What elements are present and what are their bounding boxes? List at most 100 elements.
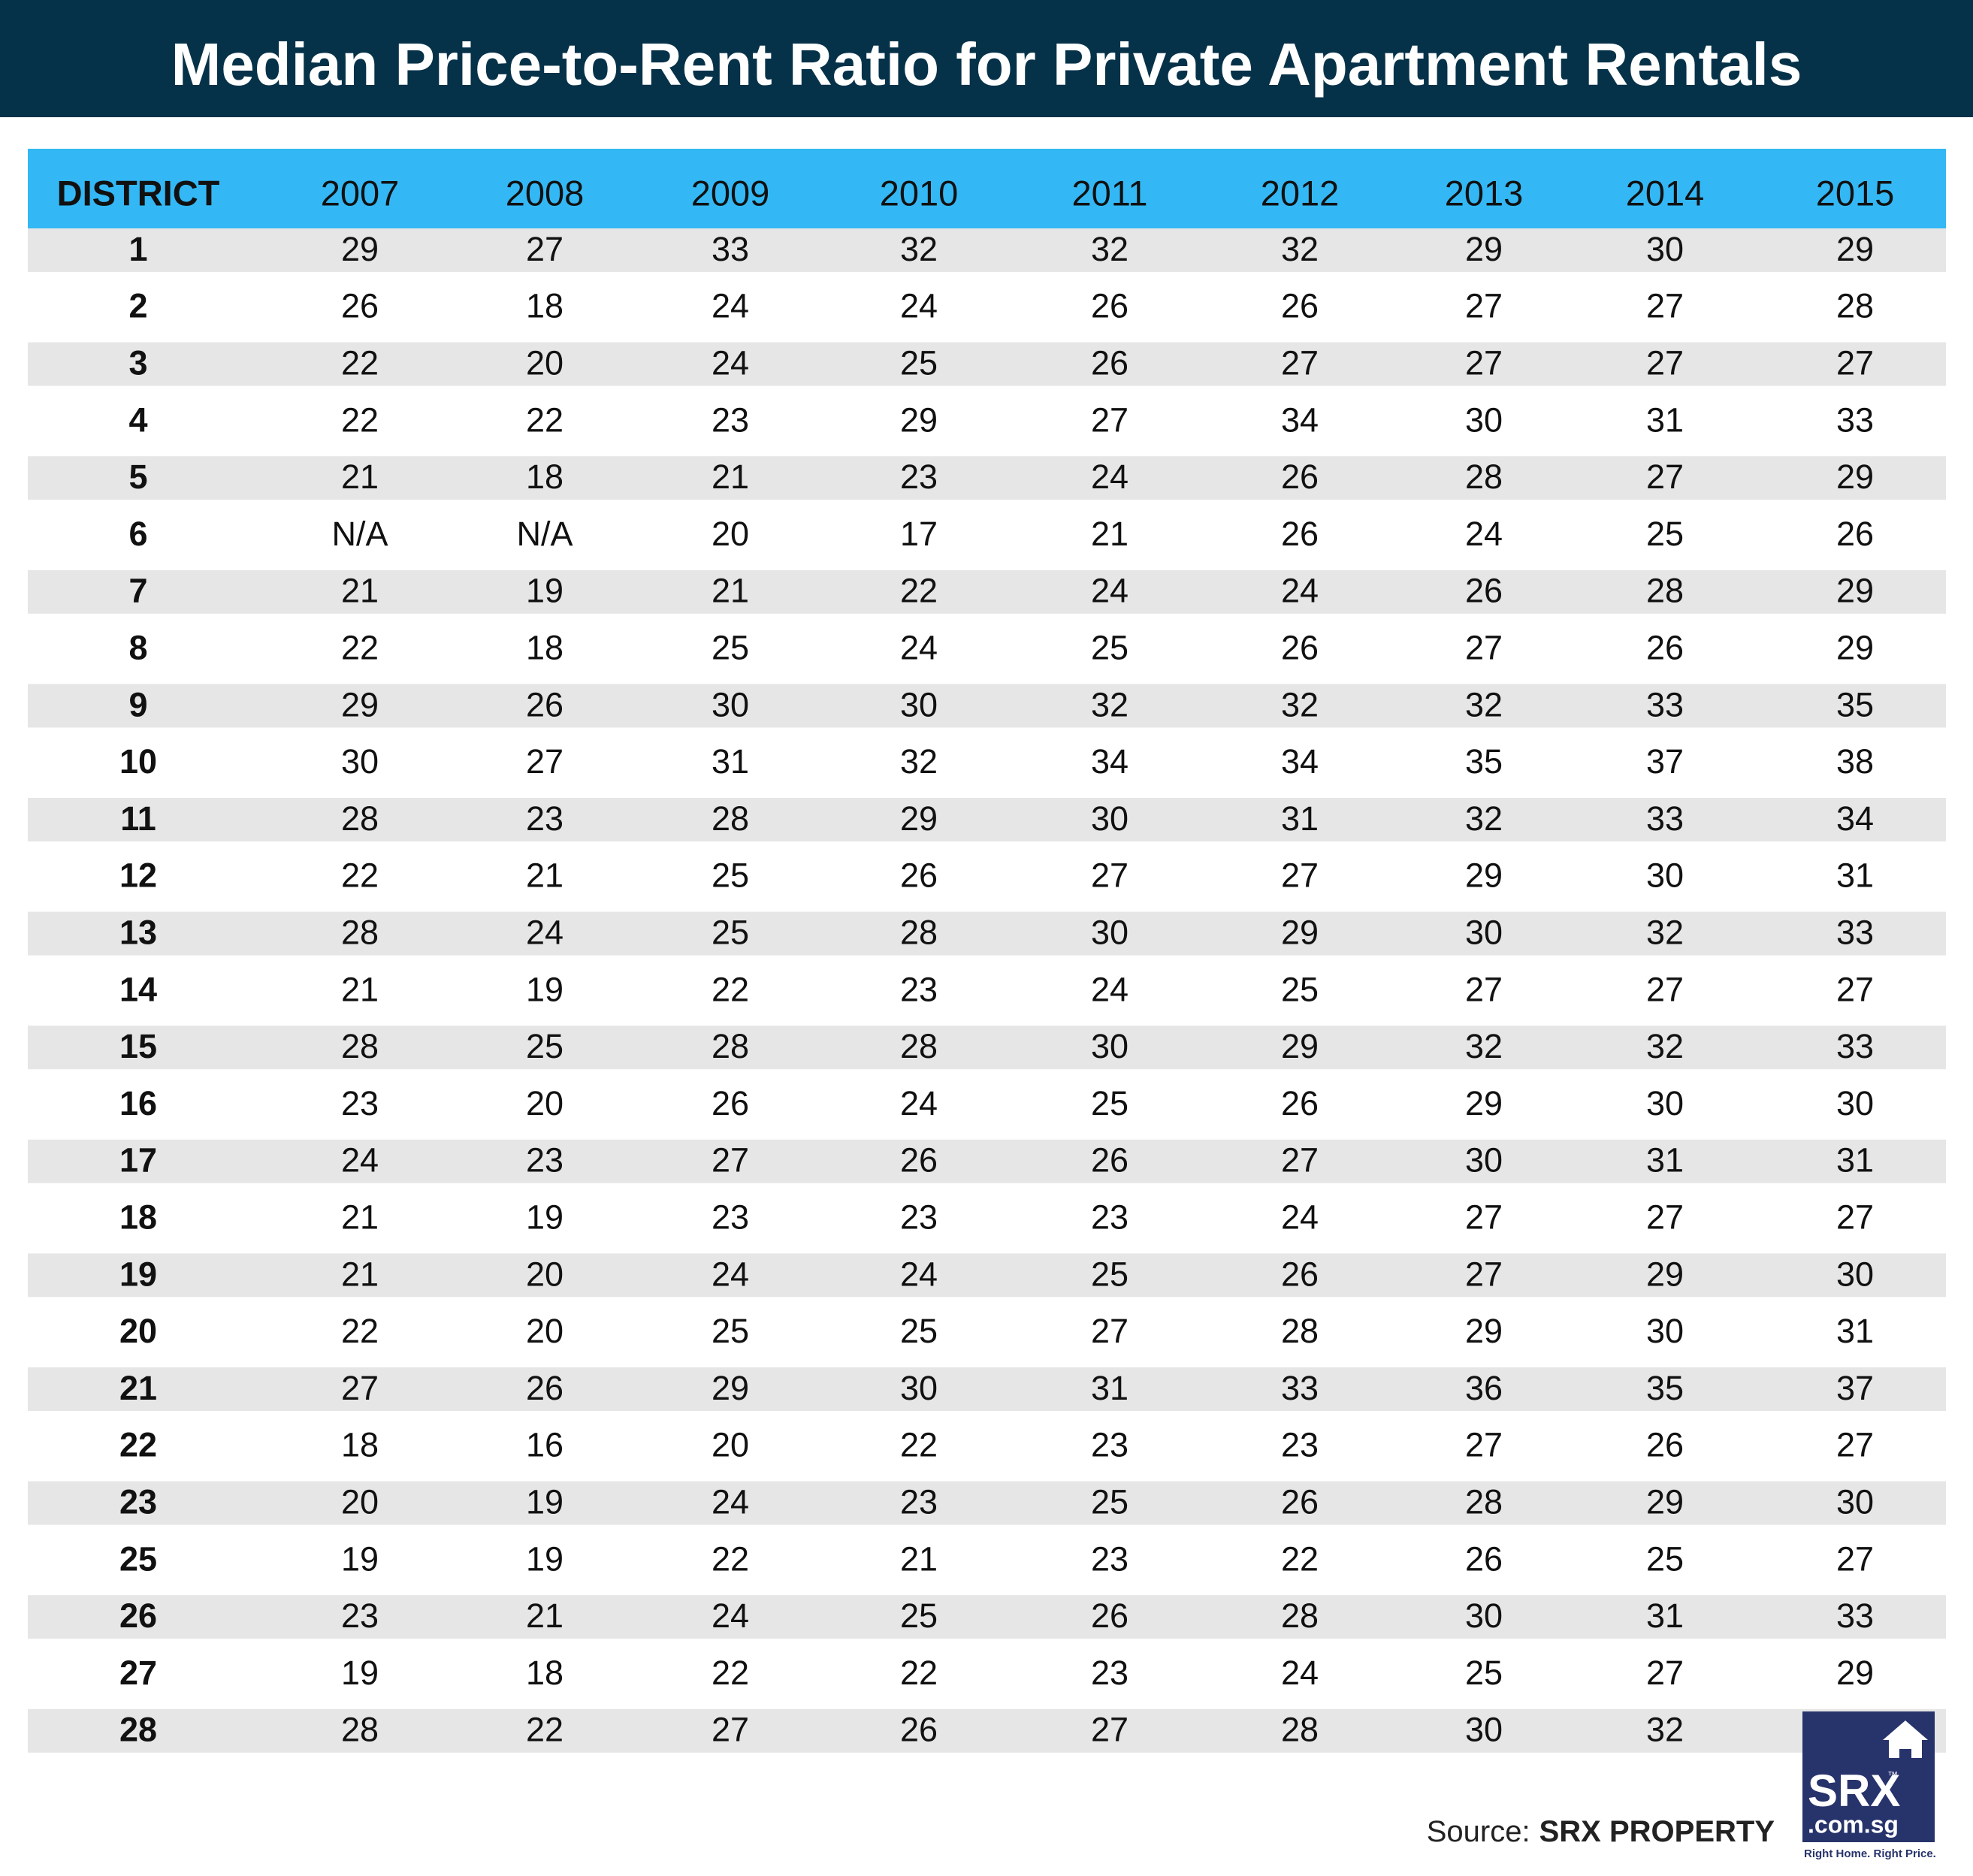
ratio-cell: 29 <box>1465 230 1503 268</box>
ratio-cell: 31 <box>1646 400 1684 439</box>
ratio-cell: 27 <box>1281 1141 1319 1180</box>
ratio-cell: 33 <box>1281 1369 1319 1407</box>
table-row: 25 19 19 22 21 23 22 26 25 27 <box>119 1539 1874 1578</box>
ratio-cell: 19 <box>526 1482 563 1521</box>
ratio-cell: 27 <box>1465 628 1503 666</box>
ratio-cell: 25 <box>1091 1084 1129 1122</box>
row-band <box>28 228 1946 272</box>
row-band <box>28 1708 1946 1753</box>
ratio-cell: 27 <box>1281 856 1319 895</box>
district-cell: 3 <box>128 343 147 382</box>
ratio-cell: 33 <box>1836 400 1874 439</box>
ratio-cell: 24 <box>712 1255 749 1293</box>
ratio-cell: 24 <box>712 343 749 382</box>
district-cell: 27 <box>119 1654 157 1692</box>
district-cell: 28 <box>119 1711 157 1749</box>
ratio-cell: 30 <box>1465 1141 1503 1180</box>
district-cell: 15 <box>119 1027 157 1065</box>
ratio-cell: 33 <box>1836 913 1874 951</box>
district-cell: 20 <box>119 1312 157 1350</box>
table-row: 10 30 27 31 32 34 34 35 37 38 <box>119 742 1874 781</box>
ratio-cell: 24 <box>712 287 749 325</box>
row-band <box>28 798 1946 841</box>
ratio-cell: 19 <box>526 1539 563 1578</box>
ratio-cell: 22 <box>712 1654 749 1692</box>
ratio-cell: 31 <box>1281 799 1319 838</box>
header-year: 2012 <box>1261 173 1340 213</box>
row-band <box>28 342 1946 386</box>
table-row: 15 28 25 28 28 30 29 32 32 33 <box>28 1026 1946 1070</box>
ratio-cell: 35 <box>1836 685 1874 724</box>
table-row: 27 19 18 22 22 23 24 25 27 29 <box>119 1654 1874 1692</box>
ratio-cell: 27 <box>1646 1198 1684 1236</box>
ratio-cell: 32 <box>1465 685 1503 724</box>
district-cell: 11 <box>120 799 156 838</box>
district-cell: 21 <box>119 1369 157 1407</box>
ratio-cell: 27 <box>1836 1426 1874 1464</box>
ratio-cell: 23 <box>712 1198 749 1236</box>
ratio-cell: 22 <box>341 856 379 895</box>
ratio-cell: 25 <box>1091 1482 1129 1521</box>
ratio-cell: 32 <box>900 230 938 268</box>
ratio-cell: 26 <box>1091 1141 1129 1180</box>
ratio-cell: 23 <box>900 970 938 1008</box>
header-year: 2015 <box>1816 173 1895 213</box>
ratio-cell: 25 <box>1281 970 1319 1008</box>
ratio-cell: 20 <box>526 343 563 382</box>
ratio-cell: 24 <box>712 1597 749 1635</box>
ratio-cell: 29 <box>341 685 379 724</box>
ratio-cell: 24 <box>900 628 938 666</box>
table-row: 12 22 21 25 26 27 27 29 30 31 <box>119 856 1874 895</box>
ratio-cell: 24 <box>900 287 938 325</box>
row-band <box>28 569 1946 614</box>
ratio-cell: 27 <box>341 1369 379 1407</box>
ratio-cell: 26 <box>900 1141 938 1180</box>
table-row: 4 22 22 23 29 27 34 30 31 33 <box>128 400 1874 439</box>
ratio-cell: 32 <box>1465 799 1503 838</box>
ratio-cell: 24 <box>1465 515 1503 553</box>
ratio-cell: 33 <box>712 230 749 268</box>
ratio-cell: 27 <box>1091 400 1129 439</box>
ratio-cell: 29 <box>1836 458 1874 496</box>
ratio-cell: 38 <box>1836 742 1874 781</box>
ratio-cell: 33 <box>1646 799 1684 838</box>
ratio-cell: 31 <box>1836 856 1874 895</box>
ratio-cell: 27 <box>1836 970 1874 1008</box>
row-band <box>28 1367 1946 1411</box>
ratio-cell: 21 <box>526 856 563 895</box>
ratio-cell: 23 <box>900 1198 938 1236</box>
ratio-cell: 34 <box>1836 799 1874 838</box>
ratio-cell: 25 <box>712 628 749 666</box>
ratio-cell: 27 <box>712 1141 749 1180</box>
table-row: 14 21 19 22 23 24 25 27 27 27 <box>119 970 1874 1008</box>
table-row: 17 24 23 27 26 26 27 30 31 31 <box>28 1139 1946 1183</box>
ratio-cell: 18 <box>526 1654 563 1692</box>
ratio-cell: 29 <box>900 400 938 439</box>
district-cell: 6 <box>128 515 147 553</box>
ratio-cell: 27 <box>1836 1539 1874 1578</box>
ratio-cell: 24 <box>1091 970 1129 1008</box>
ratio-cell: 25 <box>712 1312 749 1350</box>
ratio-cell: 18 <box>341 1426 379 1464</box>
district-cell: 2 <box>128 287 147 325</box>
district-cell: 22 <box>119 1426 157 1464</box>
row-band <box>28 456 1946 500</box>
ratio-cell: 21 <box>712 572 749 610</box>
table-row: 19 21 20 24 24 25 26 27 29 30 <box>28 1253 1946 1297</box>
ratio-cell: 22 <box>526 1711 563 1749</box>
table-row: 13 28 24 25 28 30 29 30 32 33 <box>28 911 1946 956</box>
ratio-cell: 21 <box>341 572 379 610</box>
ratio-cell: 33 <box>1646 685 1684 724</box>
ratio-cell: 28 <box>900 1027 938 1065</box>
ratio-cell: 23 <box>1091 1426 1129 1464</box>
ratio-cell: 26 <box>1281 1482 1319 1521</box>
ratio-cell: 19 <box>341 1654 379 1692</box>
ratio-cell: 35 <box>1646 1369 1684 1407</box>
ratio-cell: 30 <box>1465 1597 1503 1635</box>
ratio-cell: 29 <box>712 1369 749 1407</box>
ratio-cell: 25 <box>712 856 749 895</box>
ratio-cell: 30 <box>712 685 749 724</box>
ratio-cell: 28 <box>341 1711 379 1749</box>
